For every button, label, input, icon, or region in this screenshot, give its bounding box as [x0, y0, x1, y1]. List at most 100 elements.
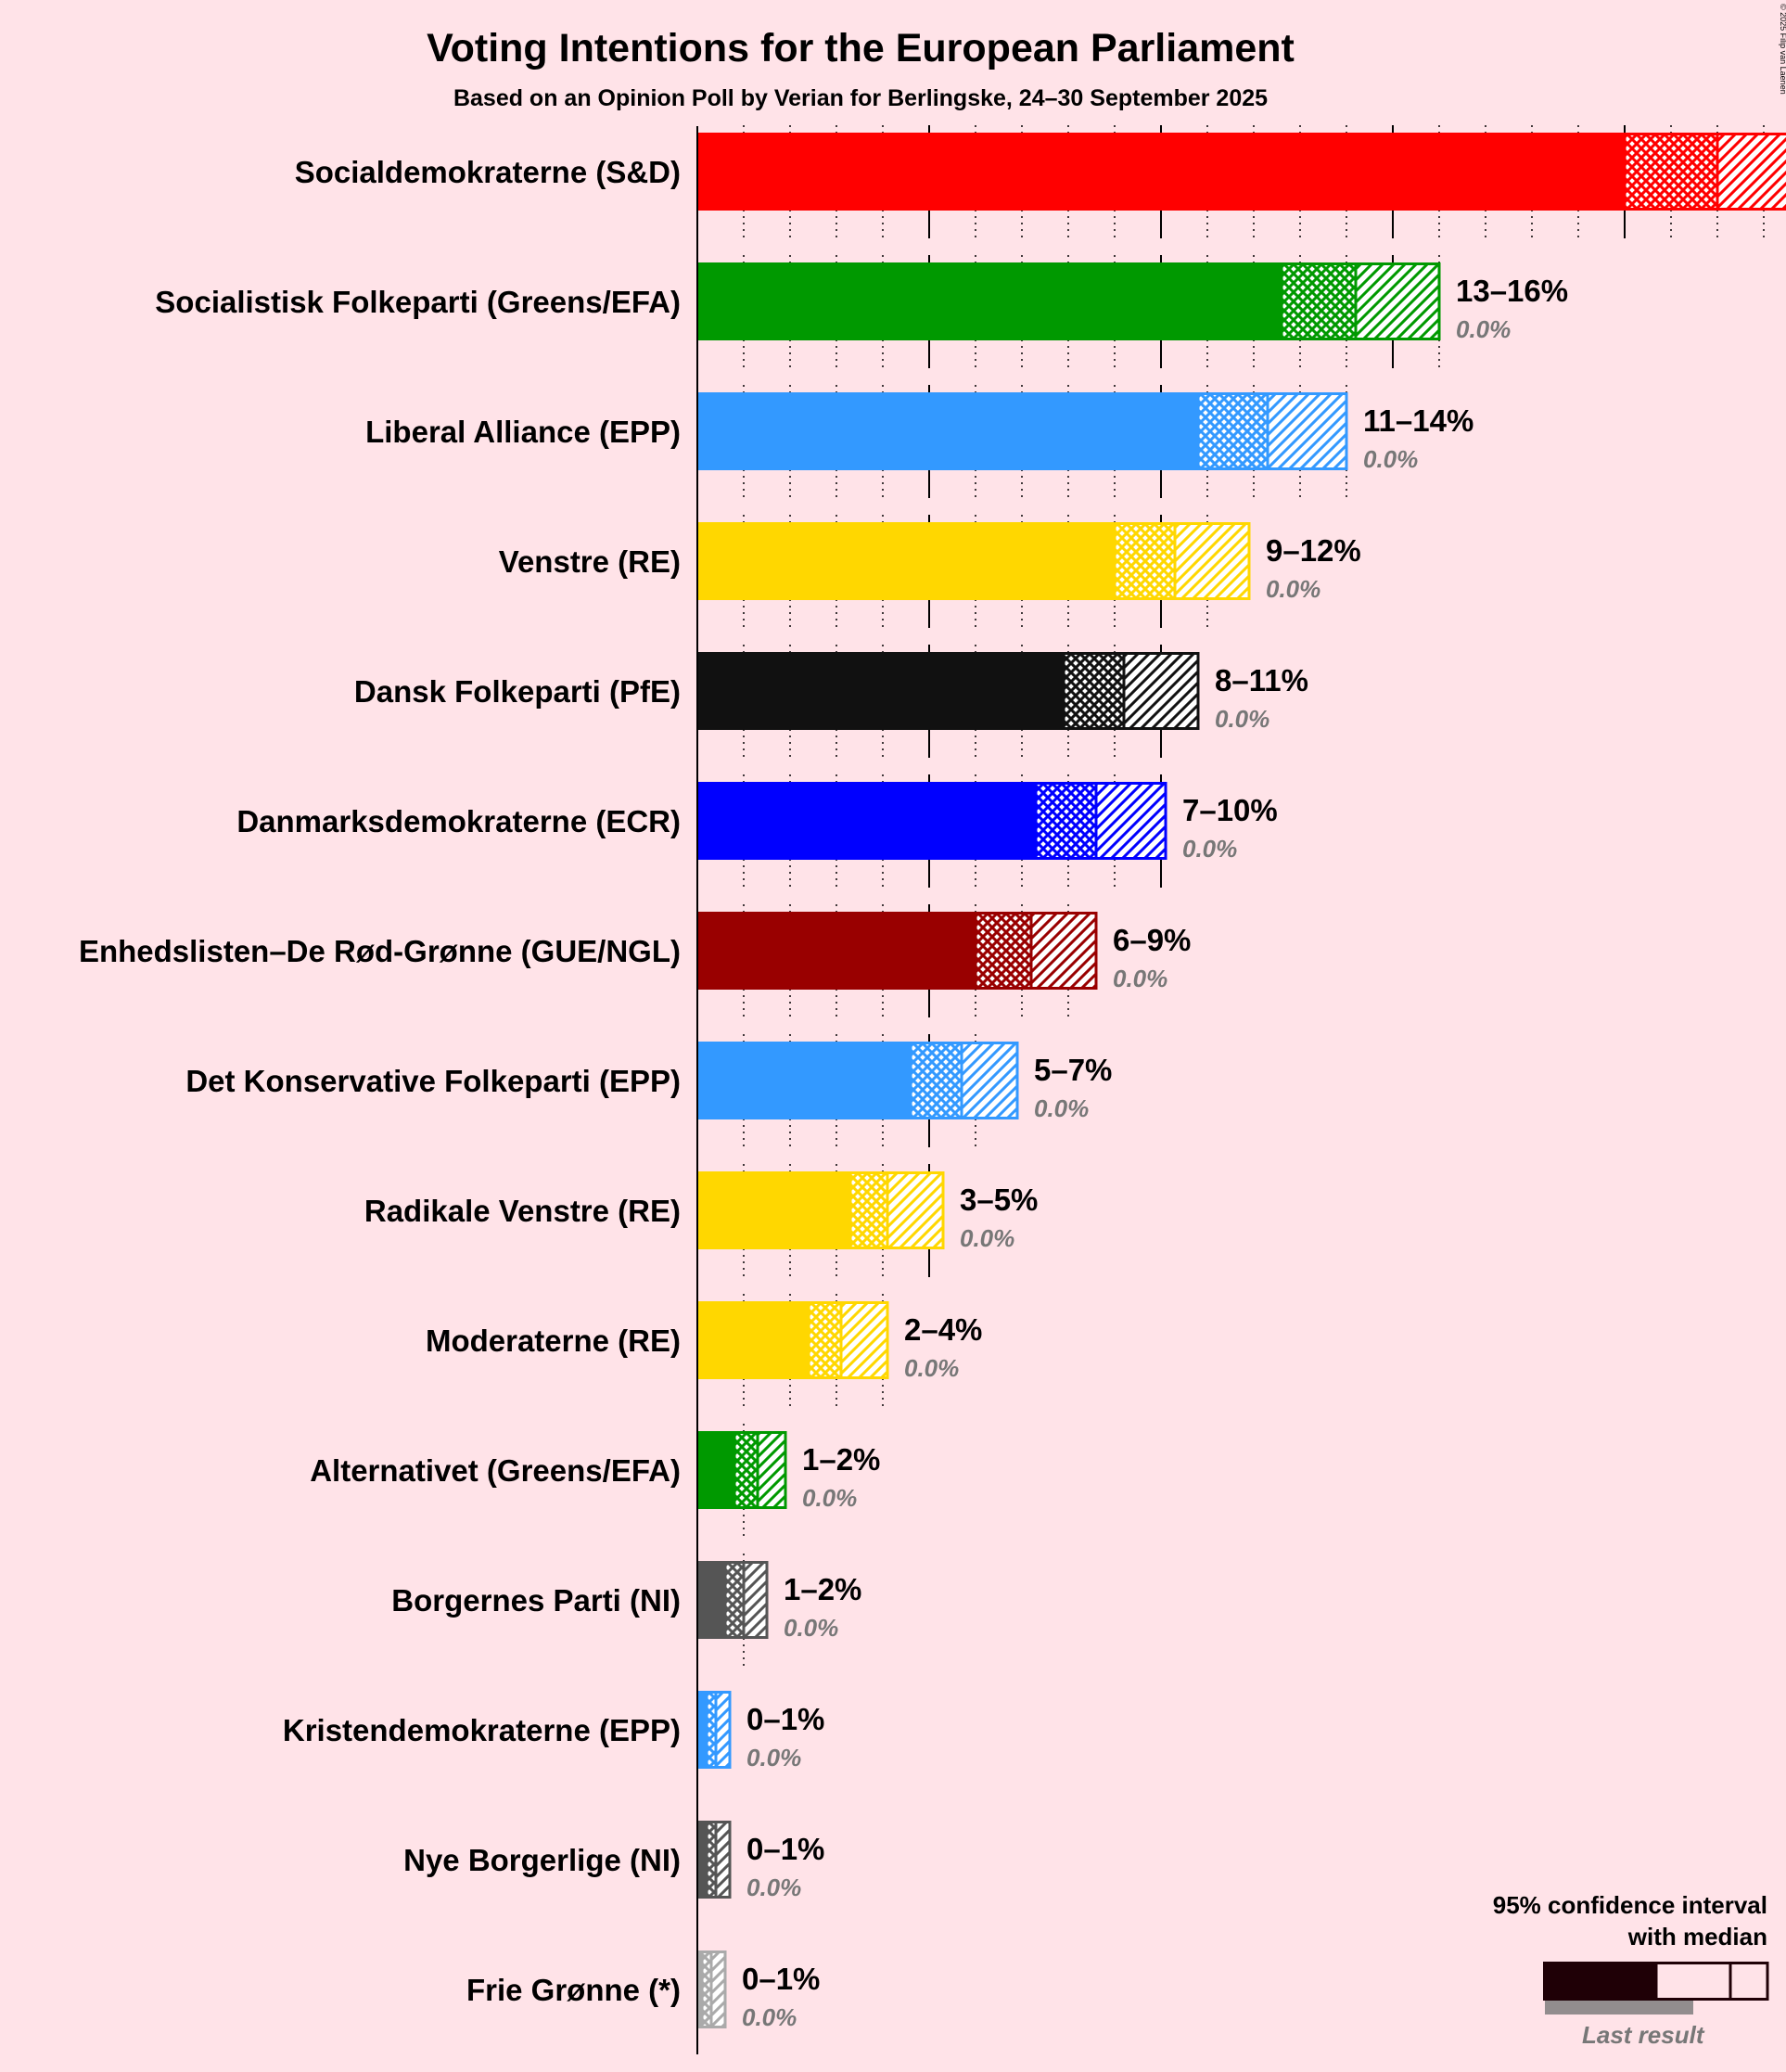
last-result-label: 0.0% — [746, 1744, 801, 1771]
bar-solid — [697, 133, 1625, 211]
bar-ci-outline — [1280, 262, 1441, 340]
copyright: © 2025 Filip van Laenen — [1779, 4, 1786, 95]
bar-ci-lower — [702, 1950, 711, 2028]
legend-ci-outline — [1654, 1962, 1769, 2001]
bar-solid — [697, 1950, 702, 2028]
bar-ci-outline — [909, 1042, 1019, 1119]
bar-ci-lower — [725, 1561, 744, 1639]
range-label: 5–7% — [1034, 1053, 1112, 1087]
party-label: Socialdemokraterne (S&D) — [295, 155, 681, 189]
last-result-label: 0.0% — [784, 1614, 838, 1642]
party-row: Socialdemokraterne (S&D)20–24%0.0% — [295, 133, 1786, 211]
legend: 95% confidence interval with median Last… — [1493, 1891, 1769, 2049]
last-result-label: 0.0% — [1034, 1094, 1089, 1122]
bar-ci-upper — [962, 1042, 1017, 1119]
gridlines — [743, 125, 1765, 1667]
range-label: 13–16% — [1456, 274, 1568, 308]
bar-ci-outline — [974, 912, 1098, 990]
bar-solid — [697, 652, 1064, 730]
bar-ci-upper — [711, 1950, 725, 2028]
bar-solid — [697, 1431, 734, 1509]
bar-ci-upper — [841, 1301, 887, 1379]
party-label: Alternativet (Greens/EFA) — [310, 1453, 681, 1488]
party-row: Borgernes Parti (NI) 1–2% 0.0% — [391, 1561, 861, 1642]
range-label: 11–14% — [1363, 403, 1473, 438]
legend-last-result-swatch — [1545, 2000, 1693, 2014]
last-result-label: 0.0% — [904, 1354, 959, 1382]
range-label: 0–1% — [742, 1962, 820, 1996]
party-row: Socialistisk Folkeparti (Greens/EFA) 13–1… — [155, 262, 1568, 343]
range-label: 1–2% — [802, 1442, 880, 1477]
bar-ci-outline — [848, 1171, 945, 1249]
last-result-label: 0.0% — [1113, 965, 1167, 992]
party-row: Liberal Alliance (EPP) 11–14% 0.0% — [365, 392, 1473, 473]
party-row: Dansk Folkeparti (PfE) 8–11% 0.0% — [354, 652, 1308, 733]
range-label: 7–10% — [1182, 793, 1278, 827]
party-label: Enhedslisten–De Rød-Grønne (GUE/NGL) — [79, 934, 681, 968]
bar-ci-lower — [976, 912, 1031, 990]
bar-ci-lower — [1198, 392, 1268, 470]
legend-line1: 95% confidence interval — [1493, 1891, 1767, 1919]
party-label: Moderaterne (RE) — [426, 1324, 681, 1358]
party-row: Alternativet (Greens/EFA) 1–2% 0.0% — [310, 1431, 880, 1512]
bar-ci-outline — [705, 1691, 732, 1769]
party-label: Frie Grønne (*) — [466, 1973, 681, 2007]
party-row: Radikale Venstre (RE) 3–5% 0.0% — [364, 1171, 1038, 1252]
bar-ci-lower — [1115, 522, 1175, 600]
bar-ci-outline — [1196, 392, 1348, 470]
party-row: Nye Borgerlige (NI) 0–1% 0.0% — [403, 1821, 824, 1901]
party-row: Enhedslisten–De Rød-Grønne (GUE/NGL) 6–9%… — [79, 912, 1191, 992]
bar-solid — [697, 522, 1115, 600]
bar-ci-lower — [911, 1042, 962, 1119]
range-label: 8–11% — [1215, 663, 1308, 697]
bar-solid — [697, 1691, 707, 1769]
range-label: 1–2% — [784, 1572, 861, 1606]
bar-ci-lower — [734, 1431, 758, 1509]
bar-solid — [697, 782, 1036, 860]
last-result-label: 0.0% — [802, 1484, 857, 1512]
last-result-label: 0.0% — [742, 2003, 797, 2031]
bar-ci-upper — [744, 1561, 767, 1639]
bar-ci-outline — [1113, 522, 1251, 600]
range-label: 2–4% — [904, 1312, 982, 1347]
last-result-label: 0.0% — [1456, 315, 1511, 343]
bar-solid — [697, 392, 1198, 470]
bar-ci-lower — [1282, 262, 1356, 340]
party-row: Venstre (RE) 9–12% 0.0% — [499, 522, 1361, 603]
last-result-label: 0.0% — [1266, 575, 1320, 603]
bar-ci-lower — [809, 1301, 841, 1379]
bar-ci-outline — [1034, 782, 1167, 860]
bar-ci-upper — [758, 1431, 785, 1509]
party-row: Frie Grønne (*) 0–1% 0.0% — [466, 1950, 820, 2031]
bar-solid — [697, 1561, 725, 1639]
party-label: Nye Borgerlige (NI) — [403, 1843, 681, 1877]
party-label: Det Konservative Folkeparti (EPP) — [185, 1064, 681, 1098]
bar-ci-lower — [1036, 782, 1096, 860]
legend-ci-lower — [1656, 1962, 1730, 2001]
bars: Socialdemokraterne (S&D)20–24%0.0%Social… — [79, 133, 1786, 2031]
party-row: Kristendemokraterne (EPP) 0–1% 0.0% — [283, 1691, 824, 1771]
legend-solid — [1543, 1962, 1656, 2001]
bar-ci-upper — [1096, 782, 1166, 860]
legend-last-result-label: Last result — [1582, 2021, 1705, 2049]
bar-ci-upper — [1717, 133, 1786, 211]
bar-solid — [697, 1171, 850, 1249]
party-row: Moderaterne (RE) 2–4% 0.0% — [426, 1301, 982, 1382]
party-label: Borgernes Parti (NI) — [391, 1583, 681, 1618]
legend-ci-bar — [1543, 1962, 1769, 2001]
bar-solid — [697, 912, 976, 990]
bar-ci-outline — [705, 1821, 732, 1899]
bar-ci-upper — [716, 1821, 730, 1899]
party-label: Dansk Folkeparti (PfE) — [354, 674, 681, 709]
legend-line2: with median — [1627, 1923, 1767, 1950]
last-result-label: 0.0% — [1182, 835, 1237, 863]
bar-ci-upper — [887, 1171, 943, 1249]
range-label: 9–12% — [1266, 533, 1361, 568]
last-result-label: 0.0% — [1215, 705, 1269, 733]
bar-solid — [697, 1042, 911, 1119]
bar-ci-upper — [1268, 392, 1346, 470]
bar-ci-upper — [716, 1691, 730, 1769]
bar-ci-lower — [707, 1821, 716, 1899]
bar-ci-lower — [1625, 133, 1717, 211]
range-label: 0–1% — [746, 1832, 824, 1866]
